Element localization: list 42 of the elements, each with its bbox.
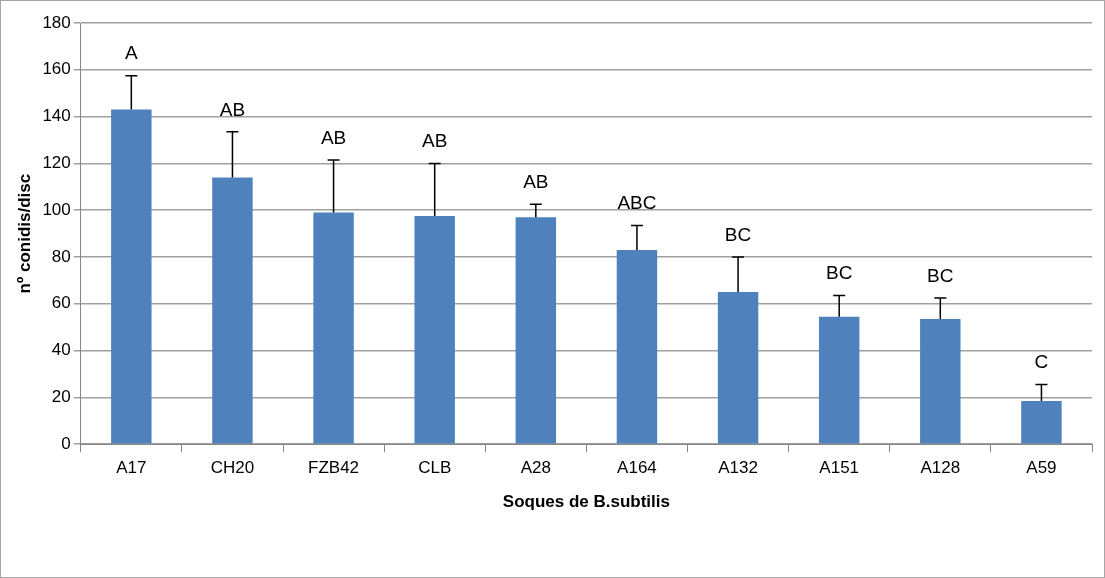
x-tick-label: FZB42 (308, 458, 360, 478)
x-tick-label: A28 (520, 458, 551, 478)
bar (616, 249, 658, 444)
bar (818, 316, 860, 444)
y-axis-title: nº conidis/disc (14, 173, 34, 294)
y-tick-label: 160 (42, 59, 71, 79)
annotation: AB (320, 126, 347, 148)
annotation: BC (825, 262, 853, 284)
x-tick-label: A132 (718, 458, 758, 478)
annotation: BC (927, 264, 954, 286)
bar (717, 292, 759, 444)
bar (1021, 400, 1062, 444)
bar (414, 216, 455, 444)
annotation: AB (523, 171, 549, 193)
annotation: AB (422, 130, 448, 152)
x-tick-label: A128 (920, 458, 961, 478)
bar (920, 319, 961, 444)
annotation: ABC (617, 192, 657, 214)
y-tick-label: 140 (42, 106, 71, 126)
y-tick-label: 60 (51, 293, 71, 313)
x-tick-label: CLB (418, 458, 452, 478)
annotation: C (1034, 351, 1049, 373)
y-tick-label: 40 (51, 340, 71, 360)
bar (313, 212, 354, 444)
y-tick-label: 20 (51, 387, 71, 407)
y-tick-label: 180 (42, 12, 71, 32)
x-tick-label: A17 (116, 458, 147, 478)
annotation: AB (219, 98, 246, 120)
annotation: A (124, 42, 138, 64)
y-tick-label: 0 (61, 433, 71, 453)
annotation: BC (724, 223, 752, 245)
y-tick-label: 100 (42, 199, 71, 219)
y-tick-label: 80 (51, 246, 71, 266)
y-tick-label: 120 (42, 153, 71, 173)
x-tick-label: A164 (617, 458, 657, 478)
x-tick-label: CH20 (210, 458, 255, 478)
bar (212, 177, 253, 444)
bar (515, 217, 557, 444)
x-axis-title: Soques de B.subtilis (502, 492, 670, 512)
bar (111, 109, 152, 444)
x-tick-label: A151 (819, 458, 860, 478)
x-tick-label: A59 (1026, 458, 1057, 478)
